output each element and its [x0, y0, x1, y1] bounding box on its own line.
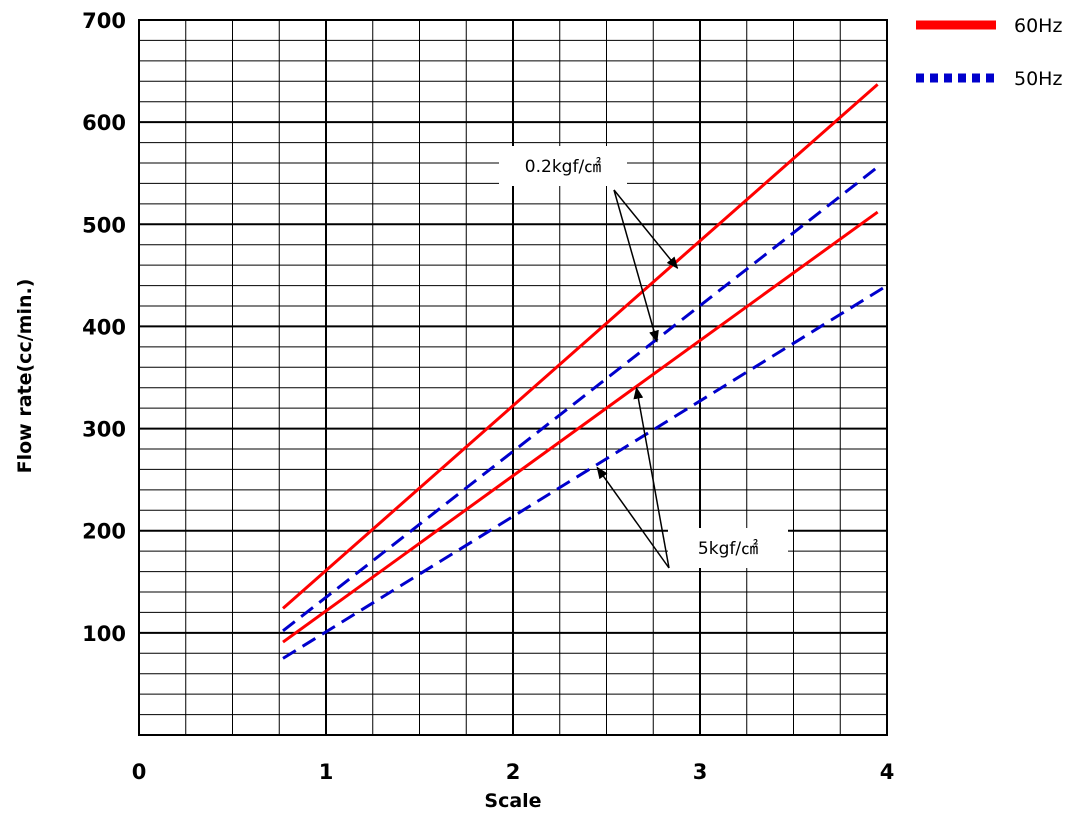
legend-label-50hz: 50Hz: [1014, 68, 1062, 90]
annotation-text-5kgf: 5kgf/㎠: [698, 539, 758, 559]
annotation-5kgf: 5kgf/㎠: [668, 528, 788, 568]
series-line-50hz-0.2kgf: [282, 165, 879, 632]
x-tick-label: 3: [693, 760, 708, 784]
annotation-layer: 0.2kgf/㎠ 5kgf/㎠: [499, 146, 788, 569]
annotation-text-0.2kgf: 0.2kgf/㎠: [525, 157, 601, 177]
annotation-box-5kgf: [668, 528, 788, 568]
annotation-arrow: [633, 386, 670, 569]
x-tick-label: 4: [880, 760, 895, 784]
plot-frame: [138, 19, 888, 736]
y-tick-label: 700: [82, 9, 126, 33]
y-tick-label: 600: [82, 111, 126, 135]
y-tick-label: 300: [82, 418, 126, 442]
y-axis-title: Flow rate(cc/min.): [14, 279, 36, 474]
legend-item-50hz: 50Hz: [916, 68, 1062, 90]
annotation-arrow: [596, 466, 670, 569]
x-tick-label: 0: [132, 760, 147, 784]
series-line-60hz-0.2kgf: [281, 83, 879, 610]
x-tick-label: 1: [319, 760, 334, 784]
x-tick-label: 2: [506, 760, 521, 784]
y-tick-label: 500: [82, 213, 126, 237]
y-tick-label: 400: [82, 315, 126, 339]
y-tick-label: 100: [82, 622, 126, 646]
legend-label-60hz: 60Hz: [1014, 15, 1062, 37]
annotation-0.2kgf: 0.2kgf/㎠: [499, 146, 627, 186]
series-line-50hz-5kgf: [282, 284, 888, 660]
x-axis-title: Scale: [484, 790, 541, 812]
series-line-60hz-5kgf: [282, 210, 879, 644]
annotation-box-0.2kgf: [499, 146, 627, 186]
annotation-arrow: [613, 189, 659, 343]
legend-item-60hz: 60Hz: [916, 15, 1062, 37]
grid-major: [139, 20, 887, 735]
tick-labels: 0 1 2 3 4 100 200 300 400 500 600 700: [82, 9, 894, 784]
legend: 60Hz 50Hz: [916, 15, 1062, 90]
y-tick-label: 200: [82, 520, 126, 544]
annotation-arrow: [613, 189, 679, 269]
annotation-arrows: [596, 189, 679, 569]
series-layer: [281, 83, 888, 660]
